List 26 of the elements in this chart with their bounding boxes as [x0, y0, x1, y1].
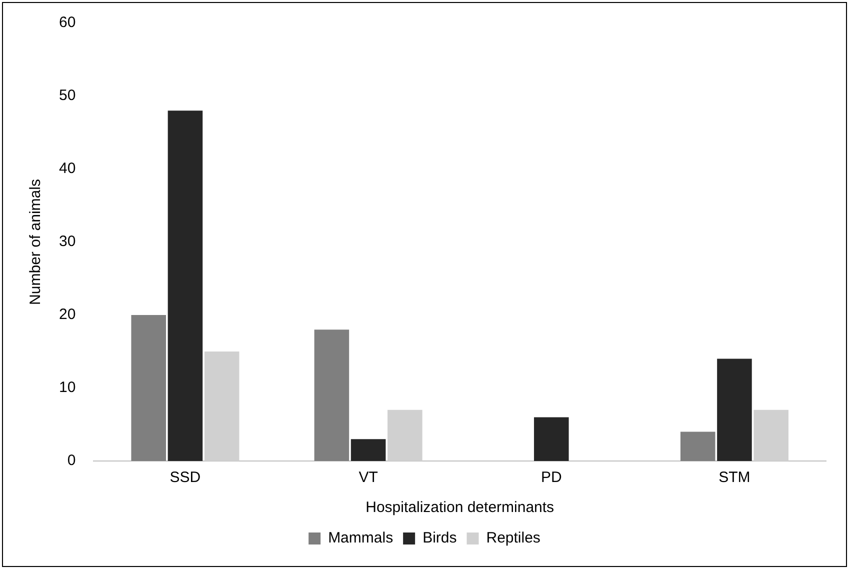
- x-axis-title: Hospitalization determinants: [366, 499, 554, 516]
- bar: [388, 410, 422, 461]
- bar: [168, 110, 203, 461]
- bar: [680, 432, 716, 461]
- legend-label: Reptiles: [486, 530, 540, 547]
- bar: [534, 417, 569, 461]
- y-tick-label: 30: [58, 233, 76, 250]
- y-tick-label: 60: [58, 14, 76, 32]
- y-tick-label: 10: [58, 379, 76, 396]
- bar: [717, 358, 752, 461]
- y-tick-label: 0: [67, 452, 76, 470]
- y-tick-label: 20: [58, 306, 76, 324]
- bar: [131, 315, 166, 461]
- x-tick-label: STM: [718, 469, 750, 486]
- x-tick-label: SSD: [170, 469, 201, 486]
- y-axis-title: Number of animals: [27, 179, 44, 305]
- x-tick-label: PD: [540, 469, 562, 486]
- y-tick-label: 50: [58, 87, 76, 104]
- bar: [314, 330, 350, 461]
- legend-label: Birds: [422, 530, 457, 547]
- y-tick-label: 40: [58, 160, 76, 178]
- bar: [204, 352, 240, 461]
- bar: [350, 439, 386, 461]
- x-tick-label: VT: [358, 469, 378, 486]
- legend-label: Mammals: [328, 530, 394, 547]
- bar: [754, 410, 788, 461]
